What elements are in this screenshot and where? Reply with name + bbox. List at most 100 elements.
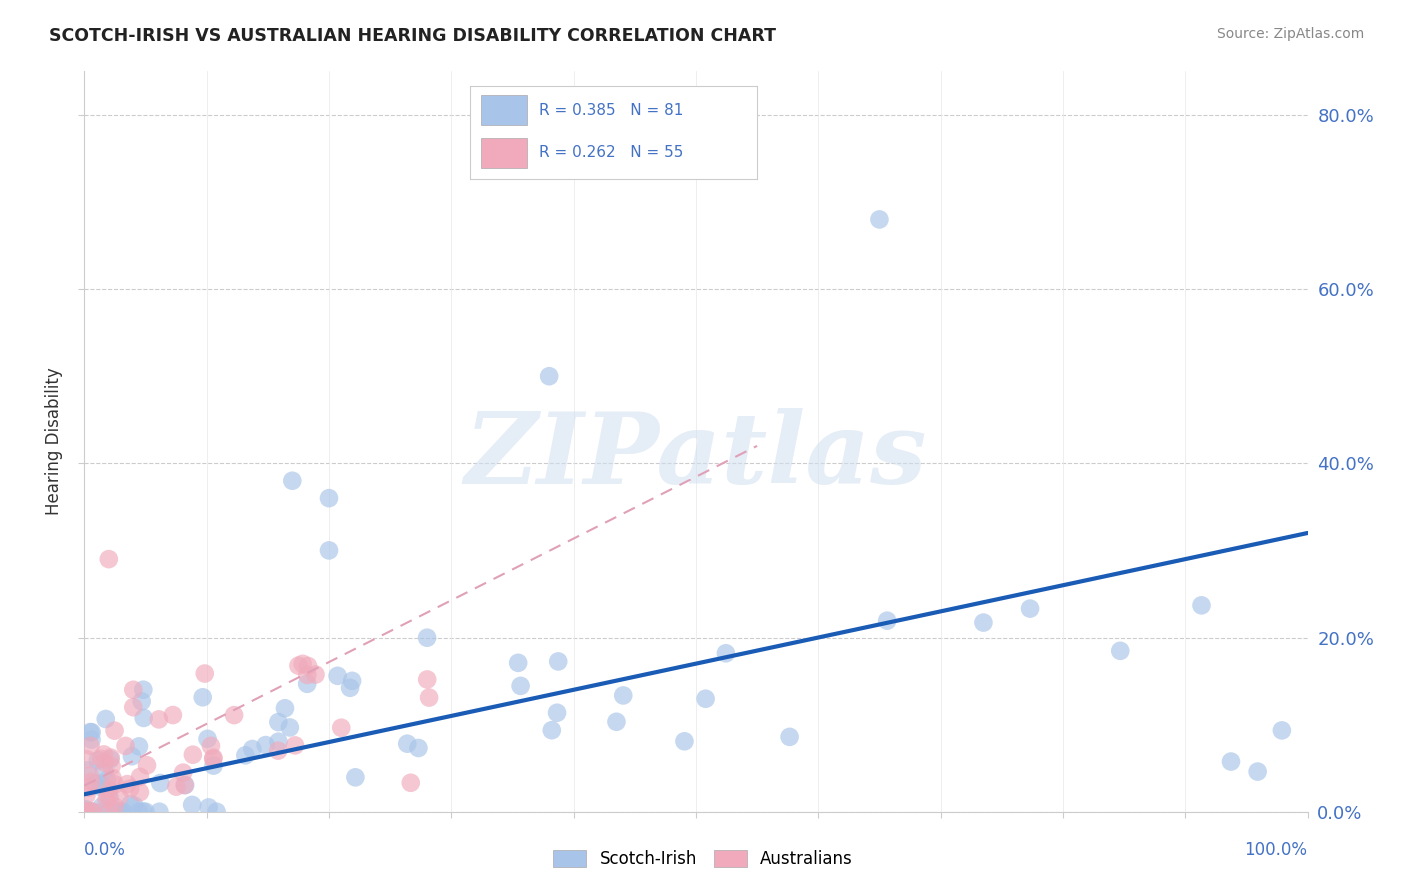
Point (122, 682, 145, 697)
Point (546, 706, 568, 720)
Point (173, 778, 195, 792)
Point (114, 739, 136, 753)
Point (120, 781, 142, 796)
Point (103, 723, 125, 738)
Point (344, 770, 367, 784)
Point (97, 789, 120, 804)
Point (673, 734, 696, 748)
Point (235, 748, 257, 763)
Point (98, 790, 121, 805)
Point (80, 732, 103, 747)
Point (174, 778, 197, 792)
Point (90, 752, 112, 766)
Point (80, 805, 103, 819)
Point (128, 739, 150, 754)
Point (297, 659, 319, 673)
Point (80, 775, 103, 789)
Point (97, 783, 120, 797)
Point (162, 708, 184, 723)
Point (181, 747, 204, 762)
Point (876, 614, 898, 628)
Point (538, 369, 561, 384)
Point (82, 805, 104, 819)
Point (82, 805, 104, 819)
Point (94, 712, 117, 726)
Point (79, 769, 101, 783)
Point (165, 780, 187, 794)
Point (172, 765, 194, 780)
Point (115, 777, 138, 791)
Point (104, 777, 127, 791)
Point (508, 656, 530, 670)
Point (132, 711, 155, 725)
Point (202, 750, 225, 764)
Text: Source: ZipAtlas.com: Source: ZipAtlas.com (1216, 27, 1364, 41)
Y-axis label: Hearing Disability: Hearing Disability (45, 368, 63, 516)
Text: 0.0%: 0.0% (84, 841, 127, 859)
Point (104, 799, 127, 814)
Point (121, 749, 143, 764)
Point (76, 805, 98, 819)
Point (396, 737, 419, 751)
Point (76, 764, 98, 778)
Point (75, 788, 97, 802)
Point (128, 805, 150, 819)
Point (108, 805, 131, 819)
Point (274, 701, 297, 715)
Point (869, 212, 891, 227)
Point (278, 721, 301, 735)
Point (75, 752, 97, 766)
Point (100, 759, 122, 773)
Point (254, 738, 277, 752)
Text: 100.0%: 100.0% (1244, 841, 1308, 859)
Point (98, 752, 121, 766)
Point (90, 799, 112, 814)
Point (418, 690, 440, 705)
Point (93, 756, 115, 770)
Point (79, 725, 101, 739)
Point (131, 694, 153, 708)
Point (197, 800, 219, 814)
Text: ZIPatlas: ZIPatlas (465, 409, 927, 505)
Point (267, 734, 290, 748)
Point (291, 657, 314, 671)
Point (339, 681, 361, 695)
Point (408, 741, 430, 756)
Point (197, 731, 219, 746)
Text: SCOTCH-IRISH VS AUSTRALIAN HEARING DISABILITY CORRELATION CHART: SCOTCH-IRISH VS AUSTRALIAN HEARING DISAB… (49, 27, 776, 45)
Point (75, 804, 97, 818)
Point (330, 721, 353, 735)
Point (91, 805, 114, 819)
Point (295, 677, 318, 691)
Point (240, 742, 263, 756)
Point (612, 689, 634, 703)
Point (1191, 599, 1213, 613)
Point (318, 543, 340, 558)
Point (129, 785, 152, 799)
Point (1220, 755, 1243, 769)
Point (98, 805, 121, 819)
Point (416, 673, 439, 687)
Point (93, 747, 115, 762)
Point (90, 780, 112, 794)
Point (318, 491, 340, 505)
Point (399, 776, 422, 790)
Point (205, 805, 228, 819)
Point (84, 776, 107, 790)
Point (181, 797, 204, 812)
Point (304, 667, 326, 681)
Point (122, 700, 145, 714)
Point (326, 669, 349, 683)
Point (75, 805, 97, 819)
Point (132, 805, 155, 819)
Point (87, 753, 110, 767)
Point (75, 802, 97, 816)
Point (96, 793, 118, 807)
Point (222, 708, 245, 723)
Point (129, 770, 152, 784)
Legend: Scotch-Irish, Australians: Scotch-Irish, Australians (547, 843, 859, 875)
Point (202, 752, 225, 766)
Point (547, 655, 569, 669)
Point (135, 805, 157, 819)
Point (1246, 764, 1268, 779)
